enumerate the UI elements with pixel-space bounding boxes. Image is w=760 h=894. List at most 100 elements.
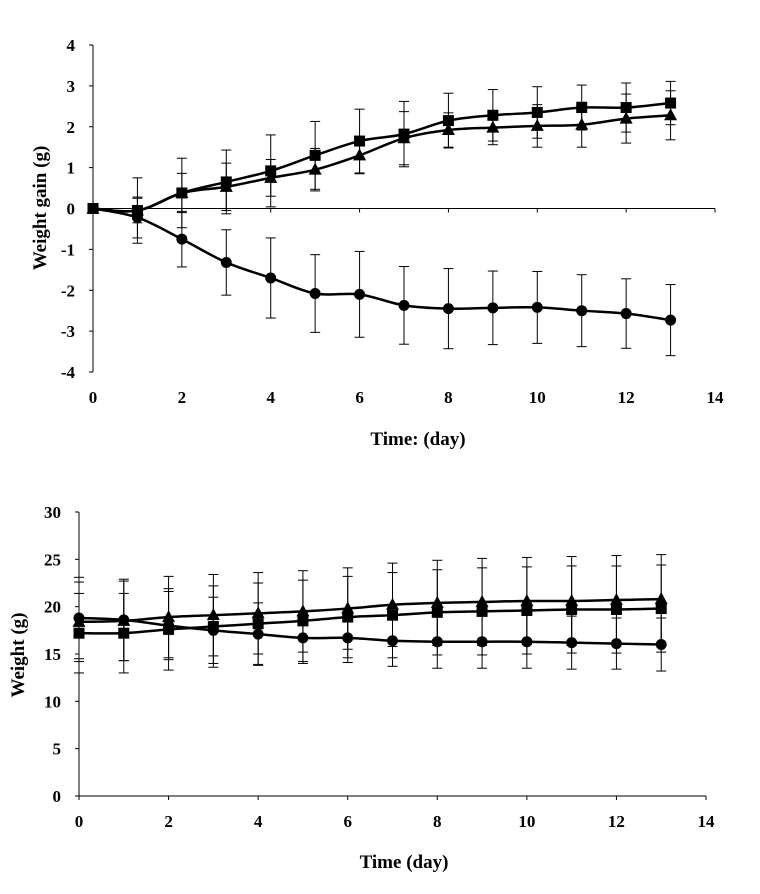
weight-gain-point-square: [442, 115, 454, 127]
weight-point-square: [118, 627, 130, 639]
weight-gain-x-tick-label: 12: [618, 388, 635, 407]
weight-point-circle: [252, 628, 264, 640]
weight-point-triangle: [565, 593, 579, 606]
weight-point-square: [252, 618, 264, 630]
weight-gain-x-tick-label: 0: [89, 388, 98, 407]
weight-gain-point-triangle: [308, 162, 322, 175]
weight-point-square: [342, 611, 354, 623]
weight-point-triangle: [654, 592, 668, 605]
weight-point-circle: [655, 639, 667, 651]
weight-x-tick-label: 0: [75, 812, 84, 831]
weight-point-circle: [207, 624, 219, 636]
weight-point-circle: [342, 632, 354, 644]
weight-x-tick-label: 12: [608, 812, 625, 831]
weight-gain-point-circle: [442, 303, 454, 315]
weight-y-axis-title: Weight (g): [8, 613, 29, 698]
weight-point-square: [297, 615, 309, 627]
weight-x-tick-label: 4: [254, 812, 263, 831]
weight-y-tick-label: 0: [53, 787, 62, 806]
weight-point-circle: [566, 637, 578, 649]
weight-point-triangle: [520, 593, 534, 606]
weight-point-triangle: [475, 594, 489, 607]
weight-point-circle: [387, 635, 398, 647]
weight-point-square: [610, 604, 622, 616]
weight-gain-point-circle: [531, 301, 543, 313]
weight-point-triangle: [341, 601, 355, 614]
weight-gain-point-triangle: [219, 179, 233, 192]
weight-gain-y-tick-label: 0: [67, 200, 76, 219]
weight-gain-x-tick-label: 4: [266, 388, 275, 407]
weight-gain-y-tick-label: 3: [67, 77, 76, 96]
weight-gain-point-circle: [354, 288, 366, 300]
weight-point-circle: [521, 636, 533, 648]
weight-gain-point-triangle: [397, 131, 411, 144]
weight-gain-point-circle: [309, 288, 321, 300]
weight-gain-x-tick-label: 2: [178, 388, 187, 407]
weight-gain-y-axis-title: Weight gain (g): [30, 146, 51, 271]
weight-gain-point-circle: [487, 302, 499, 314]
weight-y-tick-label: 5: [53, 740, 62, 759]
weight-x-tick-label: 10: [518, 812, 535, 831]
weight-y-tick-label: 10: [44, 692, 61, 711]
weight-point-triangle: [609, 593, 623, 606]
weight-point-triangle: [386, 597, 399, 610]
weight-y-tick-label: 30: [44, 503, 61, 522]
weight-gain-point-circle: [398, 299, 410, 311]
weight-x-axis-title: Time (day): [360, 852, 449, 873]
weight-point-square: [655, 603, 667, 615]
weight-point-triangle: [162, 610, 176, 623]
weight-gain-point-square: [576, 102, 588, 114]
weight-gain-y-tick-label: 4: [67, 36, 76, 55]
weight-point-triangle: [251, 606, 265, 619]
weight-gain-point-square: [354, 135, 366, 147]
weight-gain-y-tick-label: 1: [67, 159, 76, 178]
weight-gain-point-square: [620, 102, 632, 114]
weight-point-circle: [297, 632, 309, 644]
weight-gain-x-tick-label: 8: [444, 388, 453, 407]
weight-gain-point-circle: [131, 211, 143, 223]
weight-gain-point-circle: [620, 308, 632, 320]
weight-gain-y-tick-label: -2: [61, 281, 75, 300]
weight-gain-point-square: [487, 109, 499, 121]
weight-gain-point-circle: [576, 305, 588, 317]
weight-x-tick-label: 14: [698, 812, 716, 831]
weight-gain-series-line-circle: [92, 207, 671, 322]
weight-gain-x-tick-label: 10: [529, 388, 546, 407]
weight-gain-point-square: [531, 106, 543, 118]
weight-point-circle: [163, 620, 175, 632]
weight-chart: Weight (g) Time (day) 0 5 10 15 20 25 30 0 2 4 6 8 1…: [8, 503, 715, 873]
weight-gain-point-triangle: [575, 117, 589, 130]
weight-point-square: [566, 604, 578, 616]
weight-point-circle: [476, 636, 488, 648]
weight-gain-x-tick-label: 14: [707, 388, 725, 407]
weight-y-tick-label: 20: [44, 598, 61, 617]
weight-gain-point-triangle: [130, 203, 144, 216]
weight-point-circle: [118, 614, 130, 626]
weight-gain-y-tick-label: -3: [61, 322, 75, 341]
weight-gain-point-triangle: [486, 120, 500, 133]
weight-point-square: [431, 606, 443, 618]
weight-gain-point-triangle: [175, 185, 189, 198]
weight-point-square: [476, 605, 488, 617]
weight-gain-point-circle: [87, 203, 99, 214]
weight-gain-x-tick-label: 6: [355, 388, 364, 407]
weight-gain-point-circle: [220, 256, 232, 268]
weight-point-square: [73, 627, 85, 639]
weight-point-square: [521, 604, 533, 616]
weight-gain-point-triangle: [664, 108, 678, 121]
weight-gain-x-axis-title: Time: (day): [370, 429, 465, 450]
weight-gain-point-circle: [265, 272, 277, 284]
weight-gain-point-square: [309, 149, 321, 161]
weight-point-circle: [610, 638, 622, 650]
weight-point-triangle: [296, 604, 310, 617]
weight-gain-point-square: [665, 97, 677, 109]
weight-gain-chart: Weight gain (g) Time: (day) -4-3-2-10123…: [30, 36, 724, 450]
weight-x-tick-label: 2: [164, 812, 173, 831]
weight-gain-y-tick-label: -1: [61, 240, 75, 259]
weight-gain-point-triangle: [441, 123, 455, 136]
weight-gain-y-tick-label: -4: [61, 363, 76, 382]
weight-point-square: [387, 609, 398, 621]
weight-y-tick-label: 15: [44, 645, 61, 664]
weight-gain-point-circle: [176, 233, 188, 245]
